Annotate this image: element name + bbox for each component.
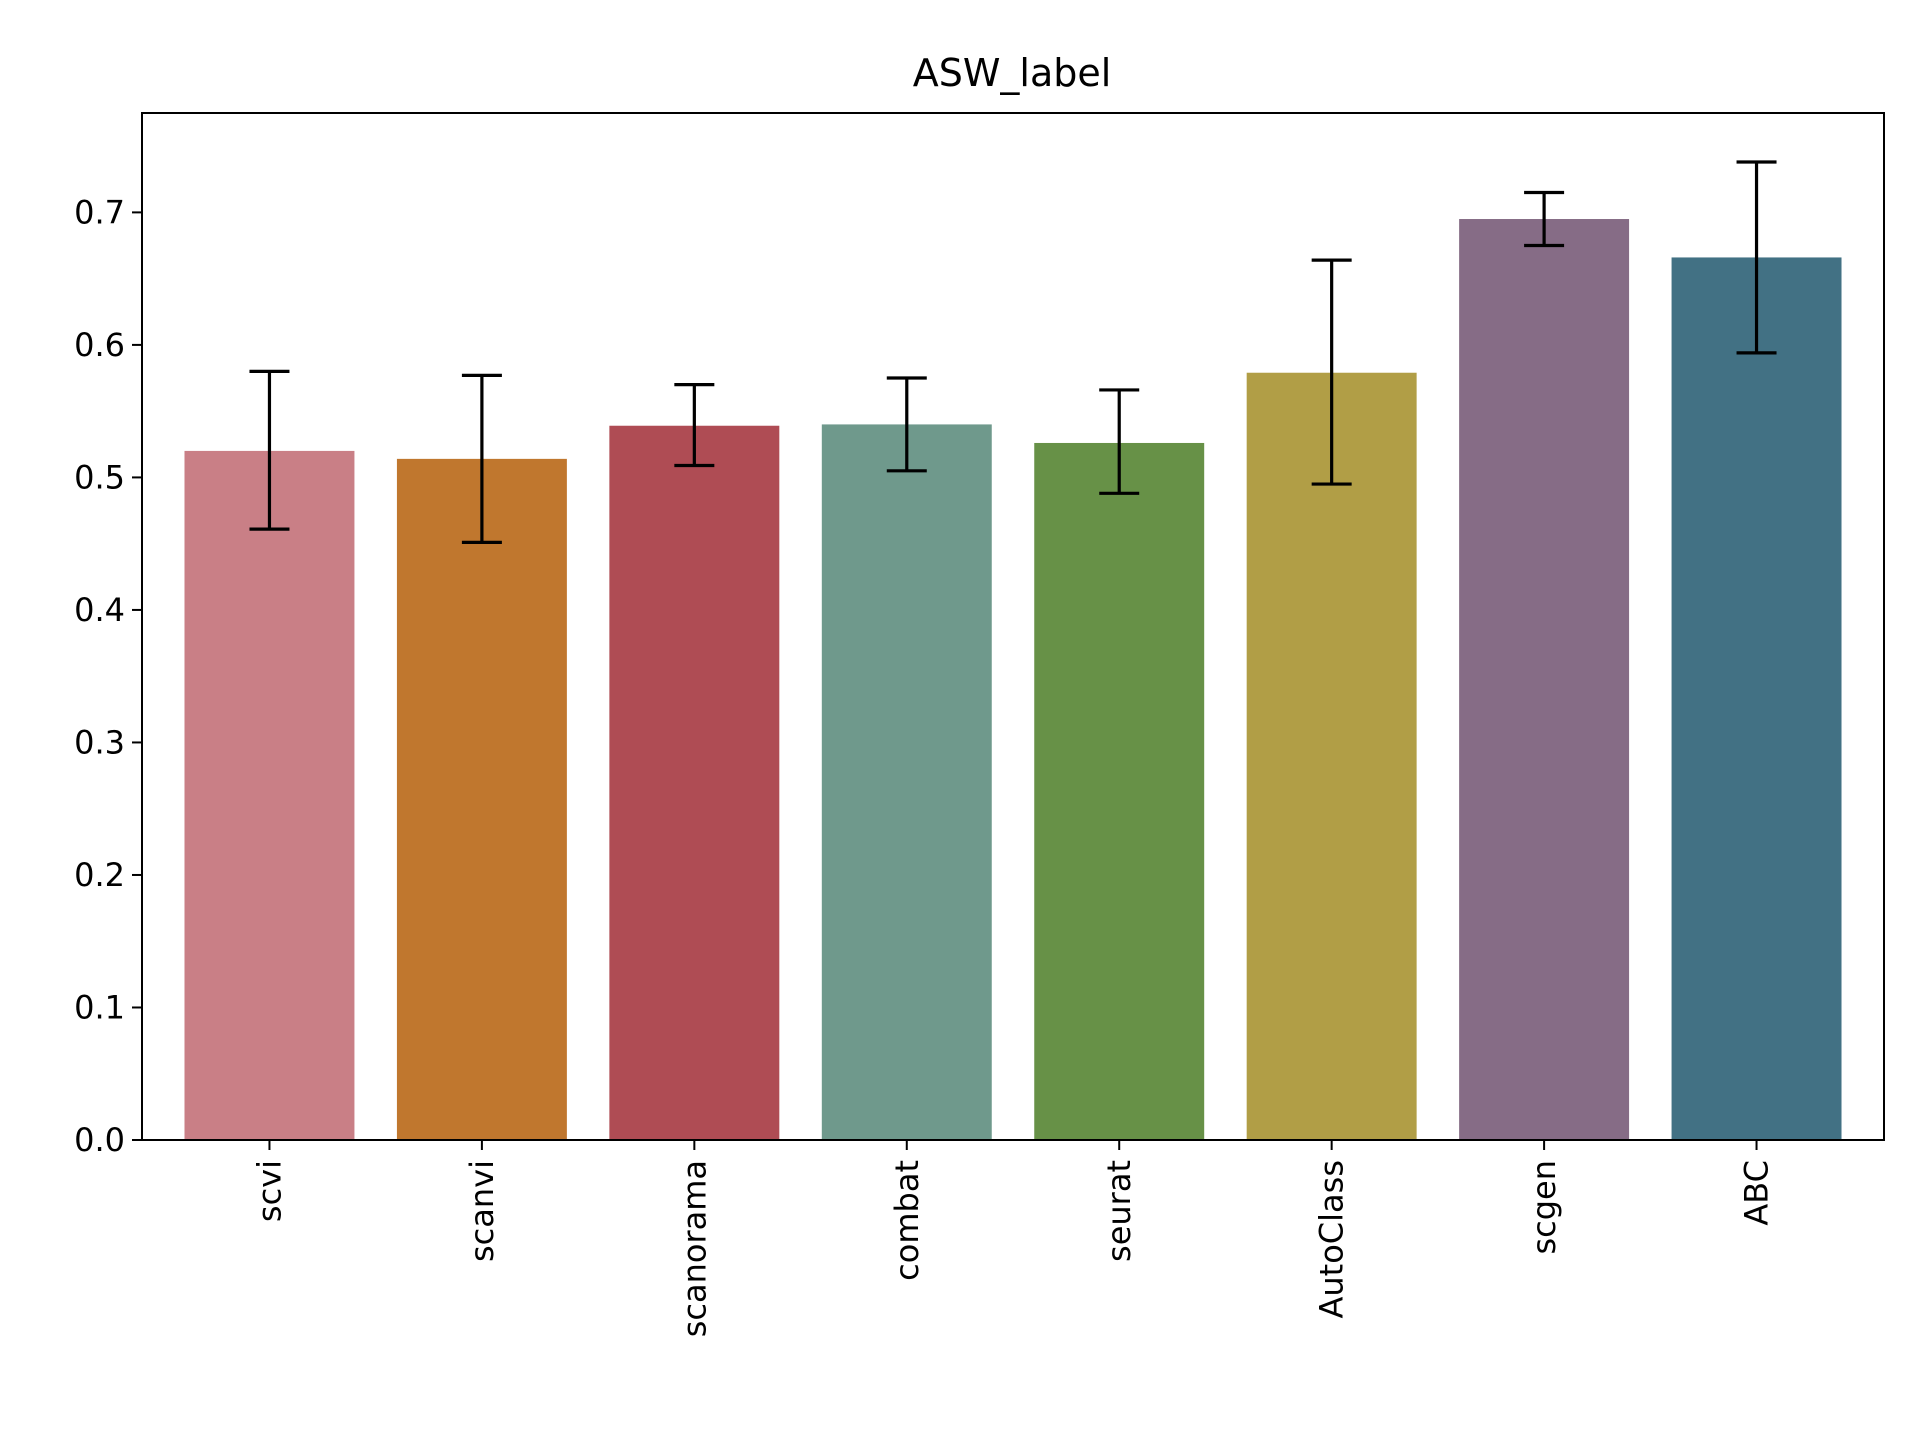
bars-group (184, 219, 1842, 1141)
bar-combat (821, 424, 992, 1140)
bar-scanorama (609, 425, 780, 1141)
error-bar-AutoClass (1311, 258, 1352, 486)
bar-scvi (184, 450, 355, 1140)
x-axis: scvi scanvi scanorama combat seurat AutoClass… (250, 1140, 1776, 1337)
y-tick-label: 0.6 (74, 326, 125, 364)
y-tick-label: 0.2 (74, 856, 125, 894)
y-tick-label: 0.7 (74, 193, 125, 231)
y-tick-label: 0.0 (74, 1121, 125, 1159)
y-tick-label: 0.1 (74, 988, 125, 1026)
x-tick-label-scanorama: scanorama (675, 1160, 713, 1337)
error-bars-group (249, 160, 1777, 544)
error-bar-combat (886, 376, 927, 473)
error-bar-ABC (1736, 160, 1777, 355)
bar-scgen (1459, 219, 1630, 1140)
bar-ABC (1671, 257, 1842, 1140)
x-tick-label-ABC: ABC (1738, 1160, 1776, 1226)
bar-AutoClass (1246, 372, 1417, 1141)
y-tick-label: 0.5 (74, 458, 125, 496)
x-tick-label-combat: combat (888, 1160, 926, 1281)
error-bar-scanvi (461, 373, 502, 544)
error-bar-scgen (1524, 190, 1565, 248)
bar-scanvi (396, 458, 567, 1141)
y-tick-label: 0.4 (74, 591, 125, 629)
x-tick-label-scvi: scvi (250, 1160, 288, 1222)
y-tick-label: 0.3 (74, 723, 125, 761)
chart-title: ASW_label (913, 51, 1112, 95)
y-axis: 0.0 0.1 0.2 0.3 0.4 0.5 0.6 0.7 (74, 193, 142, 1159)
plot-frame (141, 112, 1885, 1141)
x-tick-label-seurat: seurat (1100, 1160, 1138, 1262)
bar-seurat (1034, 442, 1205, 1140)
error-bar-seurat (1099, 388, 1140, 495)
x-tick-label-AutoClass: AutoClass (1313, 1160, 1351, 1318)
error-bar-scvi (249, 369, 290, 531)
x-tick-label-scanvi: scanvi (463, 1160, 501, 1262)
x-tick-label-scgen: scgen (1525, 1160, 1563, 1255)
error-bar-scanorama (674, 383, 715, 468)
